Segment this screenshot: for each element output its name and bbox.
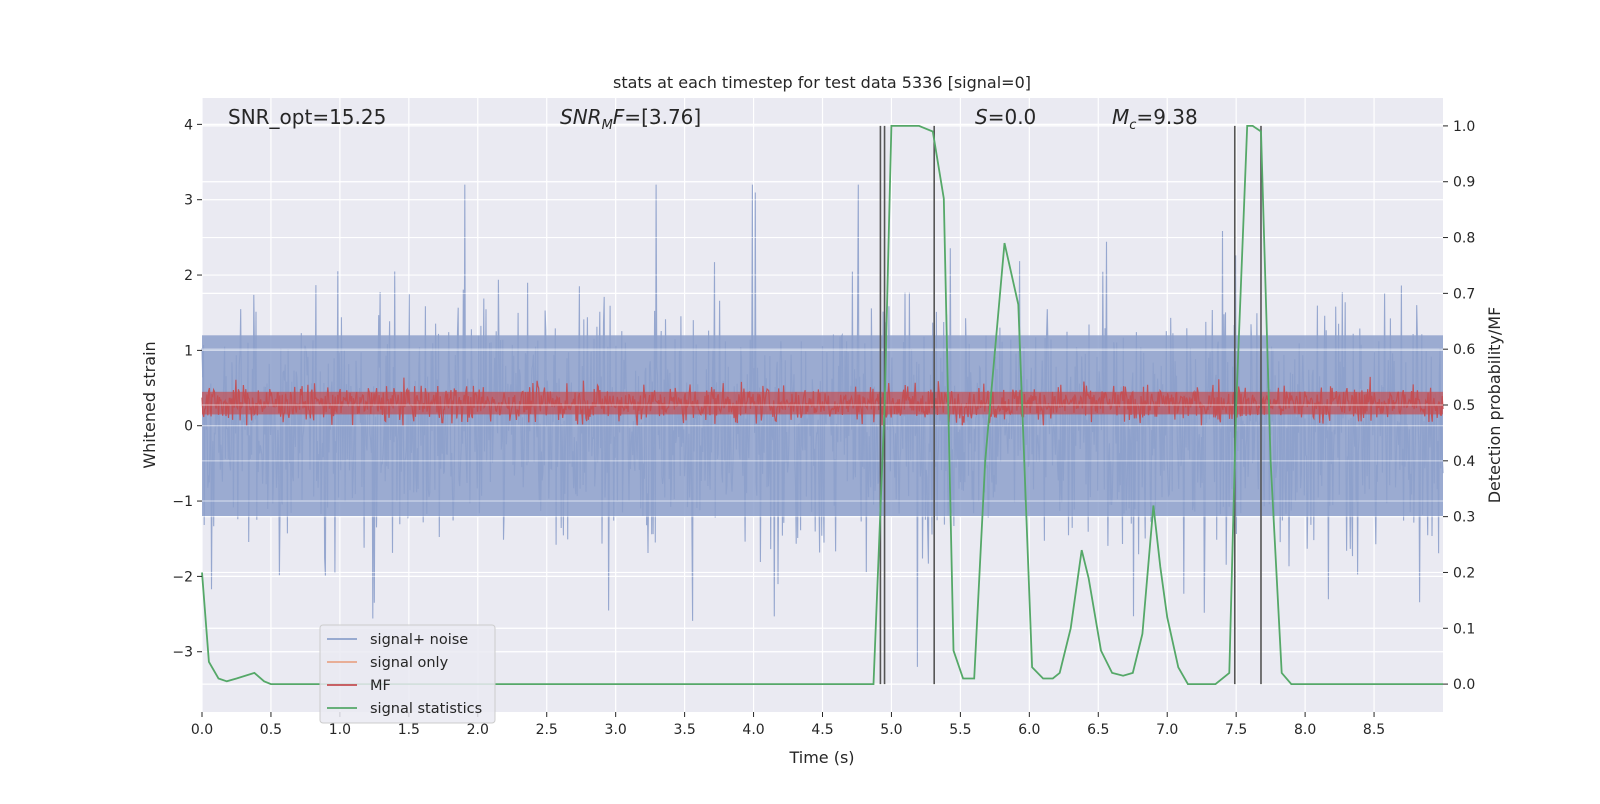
legend-label-signal-only: signal only [370, 655, 449, 671]
y-right-tick-label-4: 0.6 [1453, 342, 1475, 358]
x-tick-label-4: 2.0 [467, 722, 489, 738]
x-tick-label-2: 1.0 [329, 722, 351, 738]
x-tick-label-6: 3.0 [605, 722, 627, 738]
y-right-tick-label-8: 0.2 [1453, 565, 1475, 581]
y-right-tick-label-6: 0.4 [1453, 454, 1475, 470]
y-left-tick-label-6: −2 [172, 569, 193, 585]
annotation-snr-mf: SNRMF=[3.76] [560, 105, 701, 133]
x-tick-label-12: 6.0 [1018, 722, 1040, 738]
y-right-tick-label-7: 0.3 [1453, 510, 1475, 526]
x-axis-label: Time (s) [788, 748, 854, 767]
x-tick-label-13: 6.5 [1087, 722, 1109, 738]
y-right-tick-label-1: 0.9 [1453, 175, 1475, 191]
y-left-tick-label-0: 4 [184, 117, 193, 133]
ticks: 0.0 0.5 1.0 1.5 2.0 2.5 3.0 3.5 4.0 4.5 5.0 5.5 6.0 6… [172, 117, 1475, 738]
y-left-tick-label-5: −1 [172, 494, 193, 510]
x-tick-label-3: 1.5 [398, 722, 420, 738]
y-left-tick-label-3: 1 [184, 343, 193, 359]
x-tick-label-17: 8.5 [1363, 722, 1385, 738]
x-tick-label-0: 0.0 [191, 722, 213, 738]
y-left-tick-label-4: 0 [184, 419, 193, 435]
x-tick-label-16: 8.0 [1294, 722, 1316, 738]
x-tick-label-14: 7.0 [1156, 722, 1178, 738]
y-right-tick-label-2: 0.8 [1453, 231, 1475, 247]
annotation-snr-opt: SNR_opt=15.25 [228, 105, 386, 129]
chart-title: stats at each timestep for test data 533… [613, 73, 1031, 92]
x-tick-label-11: 5.5 [949, 722, 971, 738]
legend: signal+ noise signal only MF signal stat… [319, 624, 496, 724]
annotation-s-value: 0.0 [1004, 105, 1036, 129]
annotation-mc: Mc=9.38 [1112, 105, 1198, 133]
data-layer [201, 123, 1444, 685]
y-right-tick-label-10: 0.0 [1453, 677, 1475, 693]
y-right-tick-label-0: 1.0 [1453, 119, 1475, 135]
x-tick-label-1: 0.5 [260, 722, 282, 738]
annotation-s: S=0.0 [975, 105, 1036, 129]
y-axis-label-left: Whitened strain [140, 341, 159, 468]
annotation-snr-mf-value: [3.76] [641, 105, 701, 129]
annotation-mc-value: 9.38 [1153, 105, 1198, 129]
y-right-tick-label-3: 0.7 [1453, 286, 1475, 302]
x-tick-label-9: 4.5 [811, 722, 833, 738]
legend-label-signal-statistics: signal statistics [370, 701, 482, 717]
y-axis-label-right: Detection probability/MF [1485, 307, 1504, 504]
legend-label-mf: MF [370, 678, 391, 694]
legend-box [319, 624, 496, 724]
legend-label-signal-noise: signal+ noise [370, 632, 468, 648]
y-left-tick-label-7: −3 [172, 645, 193, 661]
y-left-tick-label-2: 2 [184, 268, 193, 284]
x-tick-label-7: 3.5 [673, 722, 695, 738]
y-right-tick-label-9: 0.1 [1453, 621, 1475, 637]
x-tick-label-8: 4.0 [742, 722, 764, 738]
x-tick-label-10: 5.0 [880, 722, 902, 738]
x-tick-label-15: 7.5 [1225, 722, 1247, 738]
x-tick-label-5: 2.5 [536, 722, 558, 738]
y-left-tick-label-1: 3 [184, 193, 193, 209]
y-right-tick-label-5: 0.5 [1453, 398, 1475, 414]
